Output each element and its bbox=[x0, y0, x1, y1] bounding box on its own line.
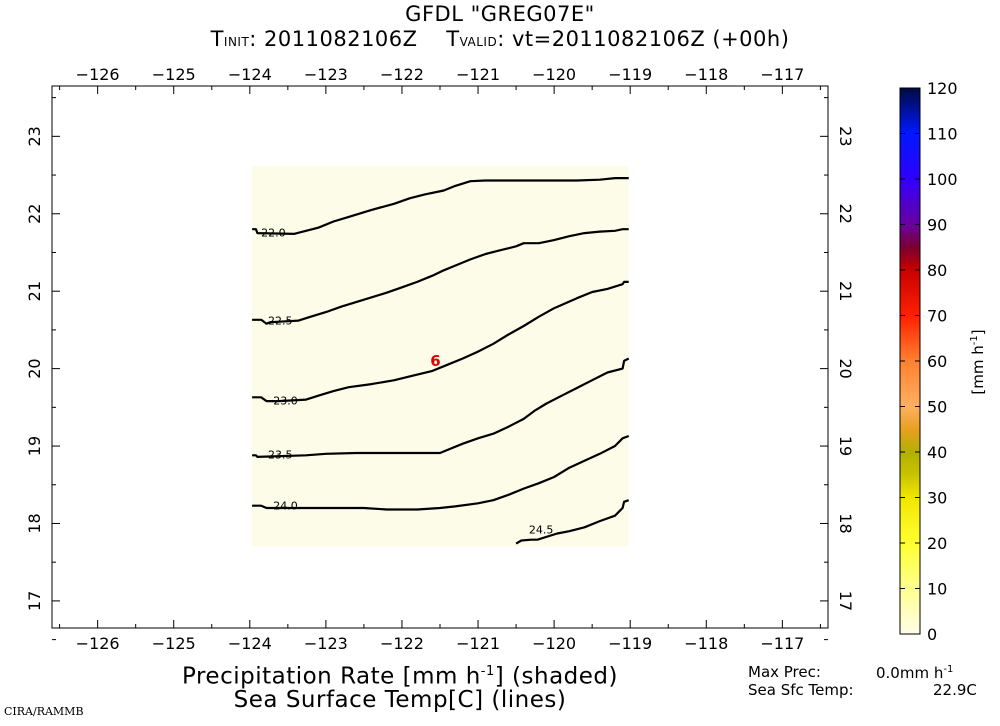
x-tick-label-top: −124 bbox=[228, 65, 272, 84]
y-tick-label-right: 22 bbox=[836, 204, 855, 224]
y-tick-label-right: 20 bbox=[836, 358, 855, 378]
sst-contour-23.0 bbox=[252, 280, 629, 403]
credit-label: CIRA/RAMMB bbox=[4, 705, 84, 718]
colorbar-tick-label: 90 bbox=[927, 216, 947, 235]
storm-position-marker: 6 bbox=[430, 352, 440, 370]
x-tick-label-bottom: −125 bbox=[152, 634, 196, 653]
x-tick-label-bottom: −124 bbox=[228, 634, 272, 653]
x-axis-description: Precipitation Rate [mm h-1] (shaded) bbox=[182, 663, 618, 690]
y-tick-label-left: 22 bbox=[25, 204, 44, 224]
sst-contour-label: 23.5 bbox=[268, 449, 293, 462]
sst-contour-24.0 bbox=[252, 434, 630, 511]
colorbar-tick-label: 60 bbox=[927, 352, 947, 371]
sst-contour-22.0 bbox=[252, 177, 629, 235]
sst-contour-label: 24.5 bbox=[529, 524, 554, 537]
y-tick-label-left: 23 bbox=[25, 126, 44, 146]
x-tick-label-top: −117 bbox=[760, 65, 804, 84]
max-prec-readout: Max Prec: bbox=[748, 665, 821, 680]
sst-value: 22.9C bbox=[933, 681, 977, 699]
storm-name: "GREG07E" bbox=[470, 2, 595, 26]
x-tick-label-bottom: −126 bbox=[76, 634, 120, 653]
y-tick-label-left: 18 bbox=[25, 513, 44, 533]
x-tick-label-top: −121 bbox=[456, 65, 500, 84]
x-tick-label-bottom: −120 bbox=[532, 634, 576, 653]
t-init-value: : 2011082106Z bbox=[249, 27, 418, 51]
y-tick-label-right: 21 bbox=[836, 281, 855, 301]
sst-contour-label: 22.0 bbox=[261, 226, 286, 239]
x-tick-label-top: −126 bbox=[76, 65, 120, 84]
colorbar-tick-label: 20 bbox=[927, 534, 947, 553]
chart-title: GFDL "GREG07E" bbox=[0, 4, 1000, 25]
x-tick-label-bottom: −122 bbox=[380, 634, 424, 653]
y-tick-label-left: 21 bbox=[25, 281, 44, 301]
colorbar-tick-label: 0 bbox=[927, 625, 937, 644]
y-tick-label-left: 17 bbox=[25, 591, 44, 611]
y-axis-description: Sea Surface Temp[C] (lines) bbox=[233, 687, 567, 713]
sst-label: Sea Sfc Temp: bbox=[748, 681, 854, 699]
max-prec-label: Max Prec: bbox=[748, 663, 821, 681]
max-prec-value: 0.0mm h-1 bbox=[876, 664, 954, 682]
model-name: GFDL bbox=[405, 2, 464, 26]
colorbar-tick-label: 50 bbox=[927, 398, 947, 417]
x-tick-label-bottom: −121 bbox=[456, 634, 500, 653]
x-tick-label-bottom: −117 bbox=[760, 634, 804, 653]
y-tick-label-right: 17 bbox=[836, 591, 855, 611]
y-tick-label-right: 23 bbox=[836, 126, 855, 146]
t-valid-value: : vt=2011082106Z (+00h) bbox=[497, 27, 790, 51]
y-tick-label-right: 19 bbox=[836, 436, 855, 456]
x-tick-label-bottom: −118 bbox=[684, 634, 728, 653]
sst-contour-label: 24.0 bbox=[273, 500, 298, 513]
t-valid-label: TVALID bbox=[446, 27, 498, 51]
y-tick-label-left: 19 bbox=[25, 436, 44, 456]
sst-contour-24.5 bbox=[515, 499, 630, 545]
y-tick-label-right: 18 bbox=[836, 513, 855, 533]
sst-contour-23.5 bbox=[252, 357, 630, 458]
colorbar-tick-label: 80 bbox=[927, 261, 947, 280]
sst-contour-label: 22.5 bbox=[268, 315, 293, 328]
colorbar-tick-label: 100 bbox=[927, 170, 958, 189]
colorbar-tick-label: 110 bbox=[927, 125, 958, 144]
x-tick-label-top: −123 bbox=[304, 65, 348, 84]
colorbar-tick-label: 30 bbox=[927, 489, 947, 508]
sst-contour-22.5 bbox=[252, 228, 629, 325]
colorbar-tick-label: 120 bbox=[927, 79, 958, 98]
colorbar-unit-label: [mm h-1] bbox=[969, 329, 987, 395]
colorbar-tick-label: 40 bbox=[927, 443, 947, 462]
colorbar-tick-label: 70 bbox=[927, 307, 947, 326]
t-init-label: TINIT bbox=[210, 27, 250, 51]
colorbar-tick-label: 10 bbox=[927, 580, 947, 599]
x-tick-label-top: −122 bbox=[380, 65, 424, 84]
x-tick-label-bottom: −123 bbox=[304, 634, 348, 653]
y-tick-label-left: 20 bbox=[25, 358, 44, 378]
chart-subtitle: TINIT: 2011082106Z TVALID: vt=2011082106… bbox=[0, 29, 1000, 50]
sst-contour-label: 23.0 bbox=[273, 394, 298, 407]
x-tick-label-top: −118 bbox=[684, 65, 728, 84]
x-tick-label-top: −119 bbox=[608, 65, 652, 84]
x-tick-label-top: −125 bbox=[152, 65, 196, 84]
x-tick-label-bottom: −119 bbox=[608, 634, 652, 653]
x-tick-label-top: −120 bbox=[532, 65, 576, 84]
